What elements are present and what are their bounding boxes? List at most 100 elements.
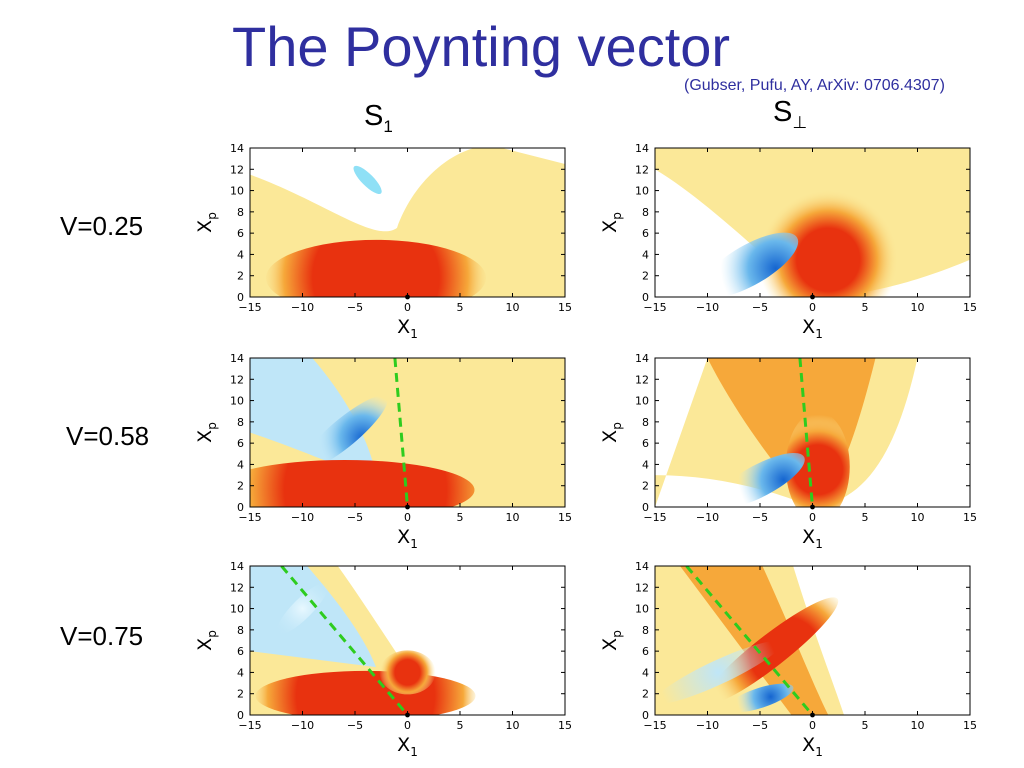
x-tick-label: −10 bbox=[291, 301, 314, 314]
column-header-s1: S1 bbox=[364, 100, 393, 137]
x-tick-label: 0 bbox=[404, 511, 411, 524]
x-tick-label: −15 bbox=[238, 511, 261, 524]
y-tick-label: 14 bbox=[635, 352, 649, 365]
x-tick-label: 10 bbox=[506, 301, 520, 314]
y-tick-label: 12 bbox=[230, 163, 244, 176]
x-tick-label: 5 bbox=[457, 719, 464, 732]
y-tick-label: 14 bbox=[635, 560, 649, 573]
x-tick-label: 15 bbox=[963, 301, 977, 314]
x-axis-label: X1 bbox=[397, 734, 418, 759]
y-tick-label: 14 bbox=[230, 142, 244, 155]
y-tick-label: 6 bbox=[642, 645, 649, 658]
x-tick-label: 0 bbox=[809, 719, 816, 732]
y-tick-label: 8 bbox=[642, 206, 649, 219]
y-tick-label: 14 bbox=[230, 560, 244, 573]
y-tick-label: 8 bbox=[237, 206, 244, 219]
x-axis-label: X1 bbox=[397, 316, 418, 341]
column-header-s1-sub: 1 bbox=[383, 116, 393, 136]
y-tick-label: 0 bbox=[237, 709, 244, 722]
heatmap-field bbox=[250, 148, 565, 297]
x-tick-label: 10 bbox=[506, 511, 520, 524]
mach-cone-line bbox=[685, 566, 814, 715]
y-axis-label: Xp bbox=[194, 630, 219, 651]
y-tick-label: 12 bbox=[635, 581, 649, 594]
y-tick-label: 10 bbox=[635, 603, 649, 616]
heatmap-field bbox=[655, 358, 918, 507]
y-tick-label: 2 bbox=[237, 270, 244, 283]
x-tick-label: 15 bbox=[963, 719, 977, 732]
y-tick-label: 6 bbox=[642, 437, 649, 450]
y-tick-label: 8 bbox=[642, 416, 649, 429]
x-tick-label: −5 bbox=[347, 719, 363, 732]
y-tick-label: 10 bbox=[230, 185, 244, 198]
x-tick-label: −5 bbox=[347, 301, 363, 314]
row-label-v075: V=0.75 bbox=[60, 621, 144, 651]
y-tick-label: 10 bbox=[230, 603, 244, 616]
panel-s1-v075: −15 −10 −5 0 5 10 15 0 2 4 6 8 10 12 14 X1 Xp bbox=[194, 560, 572, 759]
y-tick-label: 8 bbox=[642, 624, 649, 637]
column-header-sperp-sub: ⊥ bbox=[792, 112, 808, 132]
y-tick-label: 10 bbox=[635, 395, 649, 408]
x-tick-label: 10 bbox=[911, 301, 925, 314]
panel-sperp-v025: −15 −10 −5 0 5 10 15 0 2 4 6 8 10 12 14 X1 Xp bbox=[599, 142, 977, 341]
y-tick-label: 12 bbox=[230, 373, 244, 386]
x-tick-label: −10 bbox=[291, 719, 314, 732]
x-axis-label: X1 bbox=[397, 526, 418, 551]
x-tick-label: −5 bbox=[347, 511, 363, 524]
y-tick-label: 6 bbox=[237, 227, 244, 240]
x-tick-label: −10 bbox=[696, 719, 719, 732]
y-tick-label: 6 bbox=[642, 227, 649, 240]
x-tick-label: −10 bbox=[696, 511, 719, 524]
y-tick-label: 10 bbox=[230, 395, 244, 408]
y-tick-label: 2 bbox=[642, 480, 649, 493]
y-tick-label: 6 bbox=[237, 437, 244, 450]
y-tick-label: 4 bbox=[237, 666, 244, 679]
slide-title: The Poynting vector bbox=[232, 15, 731, 78]
x-tick-label: 10 bbox=[911, 719, 925, 732]
panel-s1-v058: −15 −10 −5 0 5 10 15 0 2 4 6 8 10 12 14 X1 Xp bbox=[194, 352, 572, 551]
mach-cone-line bbox=[280, 566, 409, 715]
y-tick-label: 0 bbox=[642, 501, 649, 514]
x-tick-label: 10 bbox=[911, 511, 925, 524]
x-tick-label: 5 bbox=[862, 301, 869, 314]
y-axis-label: Xp bbox=[599, 630, 624, 651]
y-tick-label: 2 bbox=[237, 480, 244, 493]
panel-sperp-v075: −15 −10 −5 0 5 10 15 0 2 4 6 8 10 12 14 X1 Xp bbox=[599, 560, 977, 759]
x-tick-label: −10 bbox=[696, 301, 719, 314]
y-tick-label: 14 bbox=[635, 142, 649, 155]
x-tick-label: −15 bbox=[643, 511, 666, 524]
panel-s1-v025: −15 −10 −5 0 5 10 15 0 2 4 6 8 10 12 14 X1 Xp bbox=[194, 142, 572, 341]
y-tick-label: 0 bbox=[642, 291, 649, 304]
x-tick-label: 0 bbox=[809, 301, 816, 314]
y-tick-label: 0 bbox=[237, 291, 244, 304]
y-axis-label: Xp bbox=[194, 422, 219, 443]
y-tick-label: 4 bbox=[237, 458, 244, 471]
column-header-s1-main: S bbox=[364, 100, 384, 132]
y-tick-label: 12 bbox=[635, 373, 649, 386]
column-header-sperp-main: S bbox=[773, 96, 793, 128]
column-header-sperp: S⊥ bbox=[773, 96, 807, 133]
y-tick-label: 4 bbox=[642, 248, 649, 261]
x-tick-label: −15 bbox=[238, 719, 261, 732]
x-tick-label: 0 bbox=[404, 301, 411, 314]
y-tick-label: 0 bbox=[237, 501, 244, 514]
heatmap-field bbox=[250, 358, 565, 507]
y-tick-label: 8 bbox=[237, 416, 244, 429]
x-tick-label: −15 bbox=[643, 301, 666, 314]
y-tick-label: 6 bbox=[237, 645, 244, 658]
heatmap-field bbox=[655, 148, 970, 297]
x-tick-label: −5 bbox=[752, 511, 768, 524]
citation: (Gubser, Pufu, AY, ArXiv: 0706.4307) bbox=[684, 77, 945, 94]
y-tick-label: 4 bbox=[237, 248, 244, 261]
x-tick-label: 5 bbox=[862, 719, 869, 732]
x-axis-label: X1 bbox=[802, 316, 823, 341]
y-tick-label: 0 bbox=[642, 709, 649, 722]
x-tick-label: 0 bbox=[404, 719, 411, 732]
y-axis-label: Xp bbox=[599, 422, 624, 443]
y-tick-label: 8 bbox=[237, 624, 244, 637]
x-tick-label: 10 bbox=[506, 719, 520, 732]
x-tick-label: 15 bbox=[558, 719, 572, 732]
y-tick-label: 4 bbox=[642, 666, 649, 679]
row-label-v058: V=0.58 bbox=[66, 421, 150, 451]
x-tick-label: 15 bbox=[963, 511, 977, 524]
